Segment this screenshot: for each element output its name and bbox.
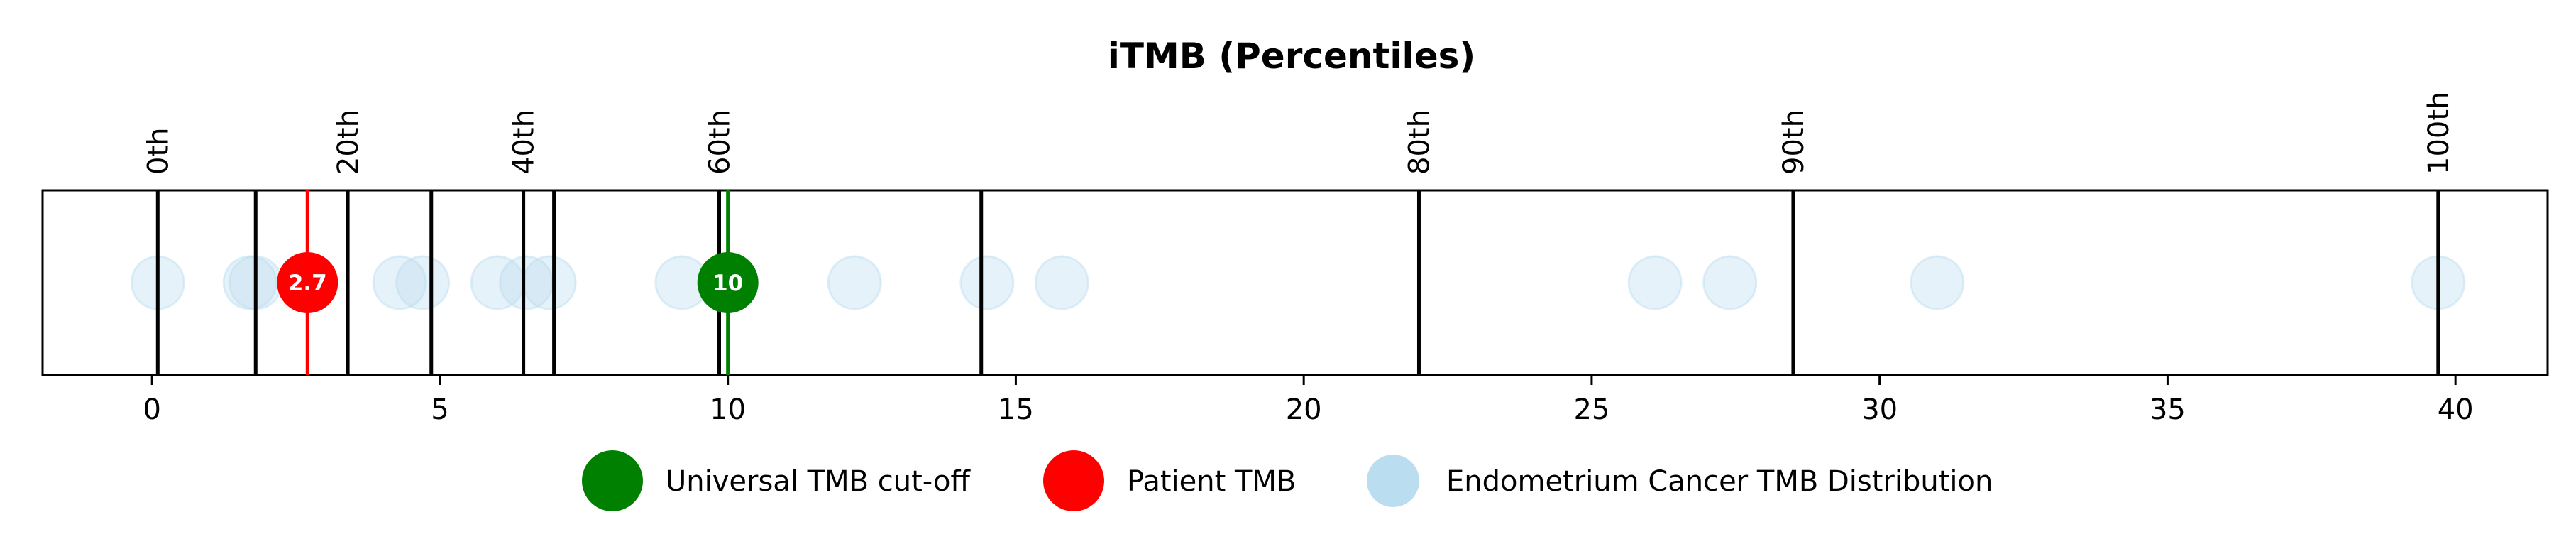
x-tick-label: 10 <box>710 393 746 426</box>
legend-label: Universal TMB cut-off <box>666 465 971 498</box>
percentile-label: 90th <box>1778 109 1810 175</box>
distribution-point <box>959 255 1015 310</box>
percentile-label: 80th <box>1403 109 1436 175</box>
legend-marker <box>1367 455 1419 507</box>
x-tick-label: 20 <box>1286 393 1322 426</box>
distribution-point <box>1910 255 1965 310</box>
legend-label: Endometrium Cancer TMB Distribution <box>1446 465 1993 498</box>
patient-tmb-marker <box>277 252 338 313</box>
distribution-point <box>827 255 882 310</box>
x-tick-label: 0 <box>143 393 160 426</box>
x-tick-label: 5 <box>431 393 448 426</box>
percentile-label: 40th <box>508 109 541 175</box>
x-tick-label: 40 <box>2438 393 2474 426</box>
percentile-label: 0th <box>142 128 175 175</box>
x-tick-label: 35 <box>2150 393 2186 426</box>
legend-label: Patient TMB <box>1127 465 1296 498</box>
patient-tmb-value-label: 2.7 <box>288 271 327 296</box>
plot-frame <box>41 189 2549 376</box>
legend-marker <box>1043 450 1104 511</box>
universal-cutoff-marker <box>697 252 759 313</box>
legend-marker <box>582 450 643 511</box>
x-tick-label: 30 <box>1861 393 1898 426</box>
distribution-point <box>1034 255 1089 310</box>
percentile-label: 20th <box>332 109 365 175</box>
x-tick-label: 15 <box>998 393 1034 426</box>
distribution-point <box>522 255 577 310</box>
distribution-point <box>222 255 277 310</box>
plot-area: 0th 20th 40th 60th 80th 90th 100th 2.7 10 0 5 10 15 2… <box>41 92 2549 426</box>
percentile-label: 100th <box>2423 92 2455 175</box>
distribution-point <box>372 255 427 310</box>
distribution-point <box>395 255 451 310</box>
percentile-label: 60th <box>704 109 737 175</box>
distribution-point <box>1627 255 1683 310</box>
legend: Universal TMB cut-off Patient TMB Endometr… <box>582 450 1993 511</box>
distribution-point <box>1702 255 1758 310</box>
chart-title: iTMB (Percentiles) <box>1108 36 1475 77</box>
x-tick-label: 25 <box>1573 393 1609 426</box>
universal-cutoff-value-label: 10 <box>712 271 743 296</box>
